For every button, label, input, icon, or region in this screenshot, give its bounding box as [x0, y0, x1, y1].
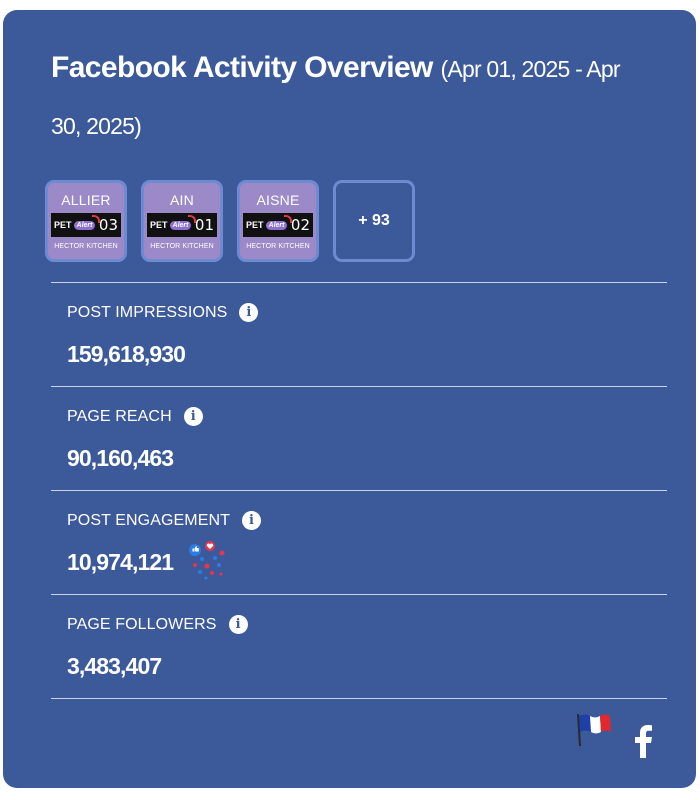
metric-label-wrap: POST IMPRESSIONS i	[67, 303, 259, 322]
page-thumb-allier[interactable]: ALLIER PET Alert 03 HECTOR KITCHEN	[45, 180, 127, 262]
page-number: 01	[194, 216, 214, 234]
facebook-icon[interactable]	[632, 724, 654, 758]
pet-alert-logo: PET Alert 03	[51, 213, 121, 237]
info-icon[interactable]: i	[183, 407, 203, 426]
brand-alert: Alert	[265, 214, 293, 230]
metric-value: 3,483,407	[67, 653, 162, 679]
info-icon[interactable]: i	[239, 303, 259, 322]
metric-page-followers: PAGE FOLLOWERS i 3,483,407	[51, 594, 667, 699]
metric-value: 90,160,463	[67, 445, 174, 471]
footer-icons	[574, 710, 654, 760]
brand-pet: PET	[246, 220, 264, 230]
page-thumb-aisne[interactable]: AISNE PET Alert 02 HECTOR KITCHEN	[237, 180, 319, 262]
brand-alert: Alert	[73, 214, 101, 230]
metric-post-engagement: POST ENGAGEMENT i 10,974,121	[51, 490, 667, 594]
page-thumb-ain[interactable]: AIN PET Alert 01 HECTOR KITCHEN	[141, 180, 223, 262]
page-name: ALLIER	[61, 192, 111, 208]
reactions-icon	[189, 541, 225, 580]
brand-pet: PET	[54, 220, 72, 230]
pet-alert-logo: PET Alert 02	[243, 213, 313, 237]
metric-page-reach: PAGE REACH i 90,160,463	[51, 386, 667, 490]
page-owner: HECTOR KITCHEN	[150, 243, 214, 250]
page-number: 02	[290, 216, 310, 234]
info-icon[interactable]: i	[228, 615, 248, 634]
info-icon[interactable]: i	[242, 511, 262, 530]
pet-alert-logo: PET Alert 01	[147, 213, 217, 237]
metric-label: POST ENGAGEMENT	[67, 511, 231, 529]
page-list: ALLIER PET Alert 03 HECTOR KITCHEN AIN P…	[45, 180, 415, 262]
page-name: AIN	[170, 192, 194, 208]
more-pages-button[interactable]: + 93	[333, 180, 415, 262]
metrics-list: POST IMPRESSIONS i 159,618,930 PAGE REAC…	[51, 282, 667, 699]
card-title: Facebook Activity Overview (Apr 01, 2025…	[51, 10, 631, 154]
title-text: Facebook Activity Overview	[51, 51, 433, 84]
metric-post-impressions: POST IMPRESSIONS i 159,618,930	[51, 282, 667, 386]
metric-value: 159,618,930	[67, 341, 186, 367]
metric-label: POST IMPRESSIONS	[67, 303, 228, 321]
page-name: AISNE	[256, 192, 300, 208]
metric-label: PAGE FOLLOWERS	[67, 615, 217, 633]
brand-pet: PET	[150, 220, 168, 230]
metric-label-wrap: POST ENGAGEMENT i	[67, 511, 262, 530]
brand-alert: Alert	[169, 214, 197, 230]
activity-overview-card: Facebook Activity Overview (Apr 01, 2025…	[3, 10, 696, 788]
france-flag-icon	[577, 713, 611, 747]
page-owner: HECTOR KITCHEN	[54, 243, 118, 250]
metric-value: 10,974,121	[67, 549, 174, 575]
page-owner: HECTOR KITCHEN	[246, 243, 310, 250]
metric-label-wrap: PAGE FOLLOWERS i	[67, 615, 248, 634]
metric-label: PAGE REACH	[67, 407, 172, 425]
page-number: 03	[98, 216, 118, 234]
metric-label-wrap: PAGE REACH i	[67, 407, 203, 426]
date-range: (Apr 01, 2025 - Apr 30, 2025)	[51, 56, 620, 139]
